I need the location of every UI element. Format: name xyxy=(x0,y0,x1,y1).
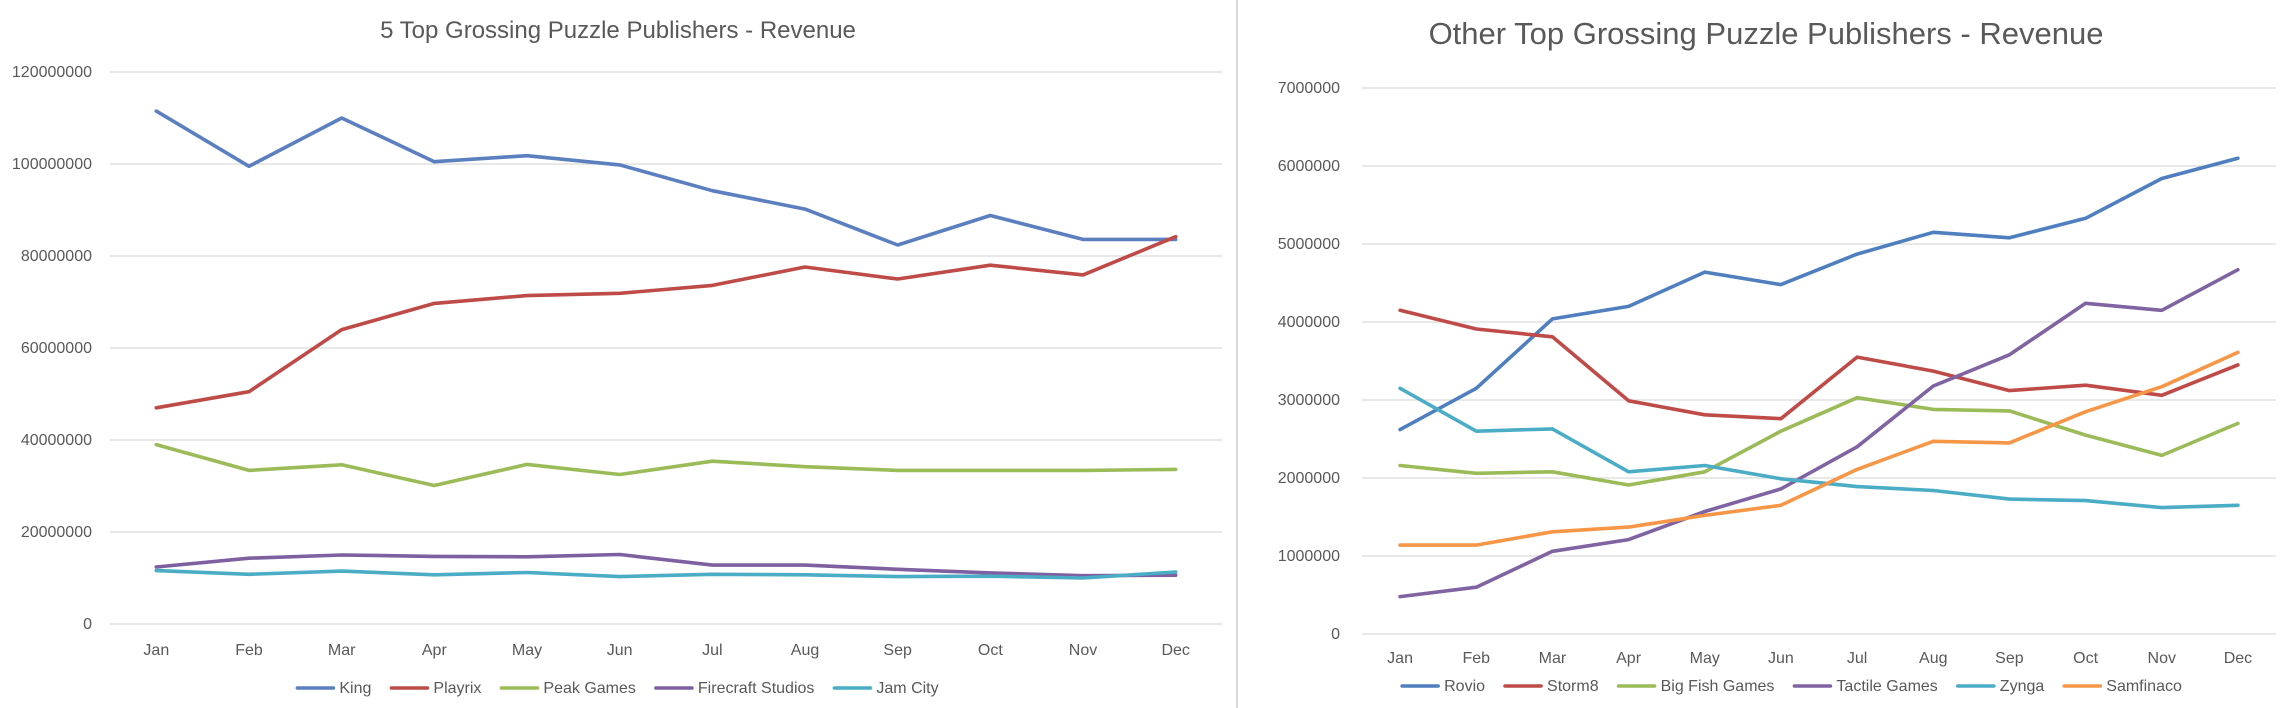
left-chart-x-tick-label: Aug xyxy=(791,642,819,659)
left-chart-y-tick-label: 40000000 xyxy=(21,432,92,449)
left-chart-legend-label-jam-city: Jam City xyxy=(876,680,938,697)
left-chart-series-line-playrix xyxy=(154,234,1178,410)
right-chart-series-line-storm8 xyxy=(1398,308,2240,421)
right-chart-x-tick-label: Aug xyxy=(1919,650,1947,667)
left-chart-y-tick-label: 100000000 xyxy=(12,156,92,173)
right-chart-x-tick-label: Mar xyxy=(1539,650,1567,667)
right-chart-y-tick-label: 3000000 xyxy=(1278,392,1340,409)
left-chart-y-tick-label: 80000000 xyxy=(21,248,92,265)
right-chart-y-tick-label: 4000000 xyxy=(1278,314,1340,331)
right-chart-series-line-zynga xyxy=(1398,386,2240,510)
left-chart-x-tick-label: Sep xyxy=(883,642,912,659)
left-chart-x-tick-label: Apr xyxy=(422,642,448,659)
right-chart-x-tick-label: Feb xyxy=(1462,650,1490,667)
right-chart-x-tick-label: Apr xyxy=(1616,650,1642,667)
right-chart-y-tick-label: 7000000 xyxy=(1278,80,1340,97)
chart-panel-right: Other Top Grossing Puzzle Publishers - R… xyxy=(1240,0,2292,708)
right-chart-series-line-samfinaco xyxy=(1398,350,2240,547)
right-chart-y-tick-label: 1000000 xyxy=(1278,548,1340,565)
right-chart-legend-label-zynga: Zynga xyxy=(2000,678,2045,695)
right-chart-legend-label-rovio: Rovio xyxy=(1444,678,1485,695)
right-chart-x-tick-label: Dec xyxy=(2224,650,2252,667)
right-chart-x-tick-label: May xyxy=(1690,650,1720,667)
right-chart-y-tick-label: 6000000 xyxy=(1278,158,1340,175)
right-chart-legend-label-samfinaco: Samfinaco xyxy=(2106,678,2182,695)
right-chart-series-line-rovio xyxy=(1398,156,2240,432)
right-chart-legend-label-tactile-games: Tactile Games xyxy=(1836,678,1937,695)
left-chart-legend-label-playrix: Playrix xyxy=(433,680,481,697)
right-chart-series-line-tactile-games xyxy=(1398,267,2240,599)
left-chart-x-tick-label: Feb xyxy=(235,642,263,659)
left-chart-legend-label-firecraft-studios: Firecraft Studios xyxy=(698,680,814,697)
left-chart-series-line-firecraft-studios xyxy=(154,552,1178,578)
left-chart-legend-label-peak-games: Peak Games xyxy=(543,680,635,697)
left-chart-series-line-jam-city xyxy=(154,568,1178,580)
right-chart-legend-label-big-fish-games: Big Fish Games xyxy=(1661,678,1775,695)
left-chart-x-tick-label: Dec xyxy=(1161,642,1189,659)
right-chart-x-tick-label: Nov xyxy=(2148,650,2176,667)
right-chart-x-tick-label: Jun xyxy=(1768,650,1794,667)
left-chart-y-tick-label: 20000000 xyxy=(21,524,92,541)
right-chart-y-tick-label: 5000000 xyxy=(1278,236,1340,253)
left-chart-legend-label-king: King xyxy=(339,680,371,697)
right-chart-x-tick-label: Jul xyxy=(1847,650,1867,667)
left-chart-y-tick-label: 120000000 xyxy=(12,64,92,81)
left-chart-x-tick-label: Mar xyxy=(328,642,356,659)
right-chart-x-tick-label: Sep xyxy=(1995,650,2024,667)
left-chart-title: 5 Top Grossing Puzzle Publishers - Reven… xyxy=(380,17,856,44)
left-chart-x-tick-label: Nov xyxy=(1069,642,1097,659)
chart-right-svg: Other Top Grossing Puzzle Publishers - R… xyxy=(1278,16,2276,695)
right-chart-series-line-big-fish-games xyxy=(1398,395,2240,487)
left-chart-series-line-king xyxy=(154,109,1178,247)
chart-panel-left: 5 Top Grossing Puzzle Publishers - Reven… xyxy=(11,17,1222,697)
left-chart-x-tick-label: Jul xyxy=(702,642,722,659)
right-chart-x-tick-label: Jan xyxy=(1387,650,1413,667)
left-chart-y-tick-label: 0 xyxy=(83,616,92,633)
left-chart-x-tick-label: Jun xyxy=(607,642,633,659)
left-chart-series-line-peak-games xyxy=(154,442,1178,488)
right-chart-title: Other Top Grossing Puzzle Publishers - R… xyxy=(1429,16,2104,51)
right-chart-legend-label-storm8: Storm8 xyxy=(1547,678,1599,695)
left-chart-x-tick-label: Jan xyxy=(143,642,169,659)
chart-divider xyxy=(1236,0,1238,708)
left-chart-x-tick-label: Oct xyxy=(978,642,1003,659)
right-chart-y-tick-label: 0 xyxy=(1331,626,1340,643)
left-chart-y-tick-label: 60000000 xyxy=(21,340,92,357)
right-chart-y-tick-label: 2000000 xyxy=(1278,470,1340,487)
right-chart-x-tick-label: Oct xyxy=(2073,650,2098,667)
chart-left-svg: 5 Top Grossing Puzzle Publishers - Reven… xyxy=(12,17,1222,697)
left-chart-x-tick-label: May xyxy=(512,642,542,659)
